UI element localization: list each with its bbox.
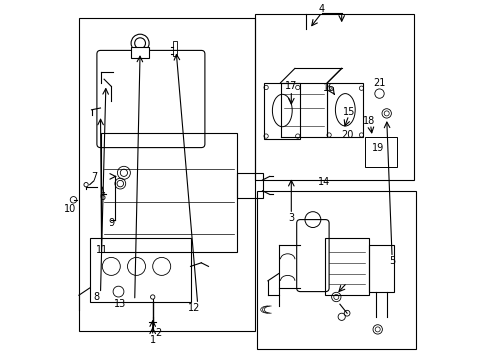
Text: 15: 15 [342, 107, 354, 117]
Text: 12: 12 [187, 303, 200, 313]
Text: 21: 21 [372, 78, 385, 88]
Text: 2: 2 [155, 328, 161, 338]
Text: 11: 11 [95, 245, 107, 255]
Bar [131, 47, 149, 58]
Text: 19: 19 [371, 143, 383, 153]
Text: 4: 4 [318, 4, 325, 14]
Text: 16: 16 [322, 83, 335, 93]
Text: 3: 3 [287, 213, 294, 223]
Text: 18: 18 [362, 116, 374, 126]
Text: 13: 13 [114, 299, 126, 309]
Text: 1: 1 [149, 335, 156, 345]
Bar [172, 41, 177, 56]
Bar [325, 238, 368, 295]
Bar [89, 238, 190, 302]
Bar [79, 18, 255, 331]
Bar [264, 83, 300, 139]
Text: 10: 10 [63, 204, 76, 214]
Polygon shape [280, 83, 326, 137]
Bar [255, 14, 413, 180]
Bar [326, 83, 363, 137]
Text: 9: 9 [108, 218, 114, 228]
Text: 14: 14 [317, 177, 329, 187]
Text: 7: 7 [91, 172, 97, 183]
Bar [365, 137, 397, 167]
Text: 6: 6 [99, 192, 105, 202]
Bar [368, 245, 393, 292]
Bar [257, 191, 415, 349]
Text: 20: 20 [340, 130, 352, 140]
Text: 8: 8 [94, 292, 100, 302]
Text: 17: 17 [285, 81, 297, 91]
Bar [101, 133, 237, 252]
Bar [237, 173, 262, 198]
Text: 5: 5 [388, 256, 394, 266]
